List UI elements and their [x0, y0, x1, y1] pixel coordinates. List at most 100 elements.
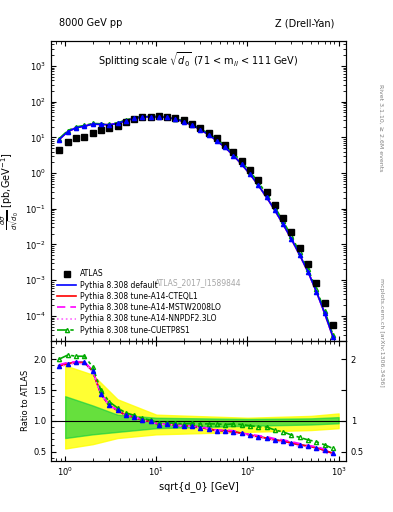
Text: 8000 GeV pp: 8000 GeV pp	[59, 18, 122, 28]
ATLAS	[239, 158, 244, 164]
Pythia 8.308 tune-A14-CTEQL1	[198, 126, 203, 133]
ATLAS	[264, 189, 269, 195]
Pythia 8.308 tune-A14-MSTW2008LO	[173, 116, 178, 122]
Pythia 8.308 default	[99, 121, 103, 127]
Pythia 8.308 default	[264, 194, 269, 200]
Pythia 8.308 tune-A14-NNPDF2.3LO	[206, 132, 211, 138]
ATLAS	[223, 142, 228, 148]
Pythia 8.308 tune-CUETP8S1	[223, 143, 228, 149]
Pythia 8.308 tune-A14-CTEQL1	[140, 114, 145, 120]
Pythia 8.308 tune-A14-CTEQL1	[107, 122, 112, 128]
Pythia 8.308 tune-A14-NNPDF2.3LO	[273, 208, 277, 214]
ATLAS	[157, 113, 162, 119]
ATLAS	[198, 125, 203, 131]
Pythia 8.308 tune-CUETP8S1	[215, 136, 219, 142]
Pythia 8.308 default	[231, 153, 236, 159]
Pythia 8.308 default	[66, 129, 70, 135]
Pythia 8.308 tune-A14-CTEQL1	[281, 221, 285, 227]
Pythia 8.308 tune-A14-NNPDF2.3LO	[140, 114, 145, 120]
Pythia 8.308 tune-A14-MSTW2008LO	[165, 114, 169, 120]
Pythia 8.308 tune-CUETP8S1	[73, 124, 78, 130]
Pythia 8.308 tune-CUETP8S1	[99, 121, 103, 127]
Pythia 8.308 default	[173, 116, 178, 122]
Pythia 8.308 default	[182, 119, 186, 125]
Text: Rivet 3.1.10, ≥ 2.6M events: Rivet 3.1.10, ≥ 2.6M events	[379, 84, 384, 172]
Pythia 8.308 tune-A14-NNPDF2.3LO	[148, 114, 153, 120]
ATLAS	[256, 177, 261, 183]
Pythia 8.308 tune-A14-CTEQL1	[231, 153, 236, 159]
Pythia 8.308 tune-A14-CTEQL1	[90, 121, 95, 127]
Pythia 8.308 tune-A14-MSTW2008LO	[115, 120, 120, 126]
Pythia 8.308 default	[331, 334, 335, 340]
Pythia 8.308 tune-A14-NNPDF2.3LO	[306, 269, 310, 275]
Pythia 8.308 tune-A14-MSTW2008LO	[281, 221, 285, 227]
Pythia 8.308 tune-A14-NNPDF2.3LO	[231, 153, 236, 159]
Line: Pythia 8.308 default: Pythia 8.308 default	[59, 117, 333, 337]
Pythia 8.308 tune-A14-NNPDF2.3LO	[289, 237, 294, 243]
Pythia 8.308 tune-CUETP8S1	[256, 179, 261, 185]
Pythia 8.308 tune-A14-CTEQL1	[73, 125, 78, 131]
Pythia 8.308 default	[322, 310, 327, 316]
Pythia 8.308 tune-CUETP8S1	[314, 286, 319, 292]
ATLAS	[289, 229, 294, 236]
Y-axis label: $\frac{d\sigma}{d\sqrt{d_0}}$ [pb,GeV$^{-1}$]: $\frac{d\sigma}{d\sqrt{d_0}}$ [pb,GeV$^{…	[0, 152, 22, 230]
Pythia 8.308 default	[239, 161, 244, 167]
Pythia 8.308 tune-A14-MSTW2008LO	[140, 114, 145, 120]
Pythia 8.308 tune-A14-NNPDF2.3LO	[90, 121, 95, 127]
Pythia 8.308 default	[189, 122, 194, 128]
Pythia 8.308 tune-A14-NNPDF2.3LO	[73, 125, 78, 131]
Pythia 8.308 tune-A14-CTEQL1	[314, 288, 319, 294]
Pythia 8.308 default	[57, 137, 61, 143]
Pythia 8.308 default	[298, 252, 302, 258]
Pythia 8.308 tune-A14-CTEQL1	[289, 236, 294, 242]
ATLAS	[322, 300, 327, 306]
Pythia 8.308 tune-A14-MSTW2008LO	[90, 121, 95, 127]
Pythia 8.308 tune-A14-MSTW2008LO	[239, 161, 244, 167]
ATLAS	[148, 114, 153, 120]
Pythia 8.308 tune-A14-MSTW2008LO	[132, 115, 136, 121]
Pythia 8.308 tune-CUETP8S1	[231, 150, 236, 156]
X-axis label: sqrt{d_0} [GeV]: sqrt{d_0} [GeV]	[159, 481, 238, 492]
Pythia 8.308 tune-A14-NNPDF2.3LO	[281, 222, 285, 228]
Pythia 8.308 default	[165, 114, 169, 120]
Pythia 8.308 tune-CUETP8S1	[189, 121, 194, 127]
Pythia 8.308 tune-A14-CTEQL1	[132, 115, 136, 121]
ATLAS	[90, 130, 95, 136]
Pythia 8.308 tune-A14-CTEQL1	[256, 182, 261, 188]
ATLAS	[306, 261, 310, 267]
ATLAS	[115, 123, 120, 129]
Pythia 8.308 tune-A14-NNPDF2.3LO	[182, 119, 186, 125]
Pythia 8.308 tune-CUETP8S1	[148, 113, 153, 119]
Pythia 8.308 tune-CUETP8S1	[123, 117, 128, 123]
Pythia 8.308 tune-A14-MSTW2008LO	[73, 124, 78, 131]
Pythia 8.308 default	[198, 126, 203, 133]
Pythia 8.308 tune-A14-MSTW2008LO	[107, 122, 112, 128]
Pythia 8.308 tune-A14-NNPDF2.3LO	[314, 289, 319, 295]
Line: Pythia 8.308 tune-CUETP8S1: Pythia 8.308 tune-CUETP8S1	[57, 114, 335, 337]
Pythia 8.308 tune-A14-CTEQL1	[99, 121, 103, 127]
Pythia 8.308 default	[115, 120, 120, 126]
Pythia 8.308 tune-CUETP8S1	[289, 233, 294, 239]
Pythia 8.308 tune-A14-NNPDF2.3LO	[132, 115, 136, 121]
Pythia 8.308 tune-A14-NNPDF2.3LO	[223, 145, 228, 151]
ATLAS	[57, 146, 61, 153]
Legend: ATLAS, Pythia 8.308 default, Pythia 8.308 tune-A14-CTEQL1, Pythia 8.308 tune-A14: ATLAS, Pythia 8.308 default, Pythia 8.30…	[55, 267, 223, 337]
Pythia 8.308 tune-A14-NNPDF2.3LO	[256, 182, 261, 188]
Pythia 8.308 tune-A14-MSTW2008LO	[264, 194, 269, 200]
Pythia 8.308 default	[107, 122, 112, 128]
Pythia 8.308 tune-A14-NNPDF2.3LO	[322, 311, 327, 317]
Pythia 8.308 default	[82, 123, 87, 129]
Pythia 8.308 tune-A14-MSTW2008LO	[82, 123, 87, 129]
Pythia 8.308 tune-A14-CTEQL1	[264, 194, 269, 200]
ATLAS	[107, 125, 112, 131]
Pythia 8.308 tune-A14-CTEQL1	[239, 161, 244, 167]
ATLAS	[73, 135, 78, 141]
Text: Z (Drell-Yan): Z (Drell-Yan)	[275, 18, 334, 28]
Pythia 8.308 tune-CUETP8S1	[239, 159, 244, 165]
Pythia 8.308 tune-A14-CTEQL1	[306, 269, 310, 275]
Pythia 8.308 tune-A14-CTEQL1	[115, 120, 120, 126]
Pythia 8.308 tune-CUETP8S1	[66, 127, 70, 134]
Line: Pythia 8.308 tune-A14-CTEQL1: Pythia 8.308 tune-A14-CTEQL1	[59, 117, 333, 337]
Pythia 8.308 default	[132, 115, 136, 121]
Pythia 8.308 tune-CUETP8S1	[331, 331, 335, 337]
